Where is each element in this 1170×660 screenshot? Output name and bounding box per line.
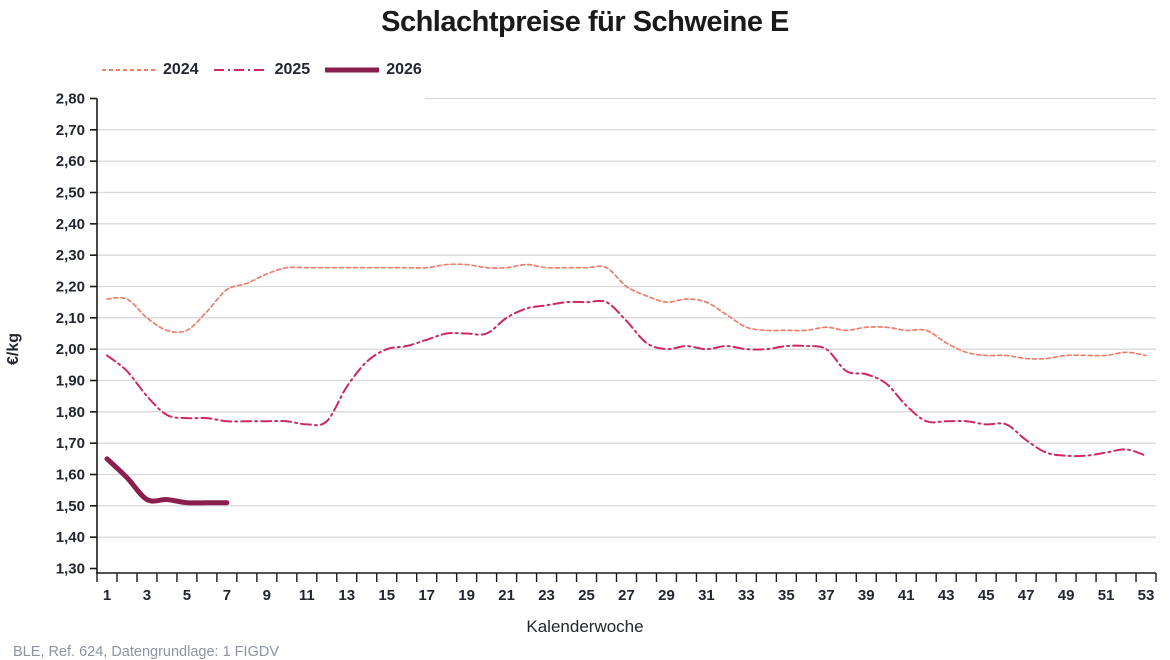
- y-tick-label: 2,30: [56, 247, 85, 264]
- y-tick-label: 2,00: [56, 341, 85, 358]
- source-note: BLE, Ref. 624, Datengrundlage: 1 FIGDV: [13, 644, 279, 660]
- x-tick-label: 41: [898, 587, 915, 604]
- legend-item-2025: 2025: [213, 61, 311, 79]
- x-tick-label: 17: [418, 587, 435, 604]
- legend-label-2025: 2025: [274, 61, 311, 78]
- series-line-2026: [104, 456, 230, 506]
- y-tick-label: 2,60: [56, 153, 85, 170]
- y-tick-label: 2,40: [56, 216, 85, 233]
- x-tick-label: 7: [223, 587, 231, 604]
- legend: 2024 2025 2026: [101, 61, 422, 79]
- y-tick-label: 1,80: [56, 404, 85, 421]
- legend-line-sample-2026: [324, 64, 380, 76]
- x-tick-label: 21: [498, 587, 515, 604]
- x-tick-label: 23: [538, 587, 555, 604]
- y-tick-label: 2,70: [56, 122, 85, 139]
- x-tick-label: 27: [618, 587, 635, 604]
- x-tick-label: 49: [1058, 587, 1075, 604]
- x-tick-label: 33: [738, 587, 755, 604]
- legend-label-2024: 2024: [163, 61, 199, 78]
- x-tick-label: 37: [818, 587, 835, 604]
- x-tick-label: 47: [1018, 587, 1035, 604]
- legend-label-2026: 2026: [386, 61, 422, 78]
- y-tick-label: 2,10: [56, 310, 85, 327]
- legend-line-sample-2024: [101, 64, 157, 76]
- y-tick-label: 2,80: [56, 91, 85, 108]
- series-line-2024: [106, 263, 1147, 360]
- x-axis-title: Kalenderwoche: [526, 617, 644, 636]
- y-tick-label: 1,60: [56, 467, 85, 484]
- y-tick-label: 1,70: [56, 435, 85, 452]
- x-tick-label: 53: [1138, 587, 1155, 604]
- series-line-2025: [105, 299, 1148, 458]
- chart-title: Schlachtpreise für Schweine E: [381, 6, 789, 38]
- y-tick-label: 2,20: [56, 279, 85, 296]
- x-tick-label: 43: [938, 587, 955, 604]
- x-tick-label: 13: [338, 587, 355, 604]
- x-tick-label: 3: [143, 587, 151, 604]
- x-tick-label: 9: [263, 587, 271, 604]
- y-tick-label: 1,30: [56, 561, 85, 578]
- x-tick-label: 11: [299, 587, 315, 604]
- x-tick-label: 39: [858, 587, 875, 604]
- x-tick-label: 29: [658, 587, 675, 604]
- y-tick-label: 2,50: [56, 185, 85, 202]
- legend-item-2024: 2024: [101, 61, 199, 79]
- legend-item-2026: 2026: [324, 61, 422, 79]
- y-tick-label: 1,90: [56, 373, 85, 390]
- x-tick-label: 19: [458, 587, 475, 604]
- x-tick-label: 35: [778, 587, 795, 604]
- x-tick-label: 45: [978, 587, 995, 604]
- x-tick-label: 25: [578, 587, 595, 604]
- x-tick-label: 1: [103, 587, 111, 604]
- x-tick-label: 31: [698, 587, 715, 604]
- x-tick-label: 15: [378, 587, 395, 604]
- legend-line-sample-2025: [213, 64, 269, 76]
- y-tick-label: 1,40: [56, 529, 85, 546]
- x-tick-label: 51: [1098, 587, 1115, 604]
- y-tick-label: 1,50: [56, 498, 85, 515]
- x-tick-label: 5: [183, 587, 191, 604]
